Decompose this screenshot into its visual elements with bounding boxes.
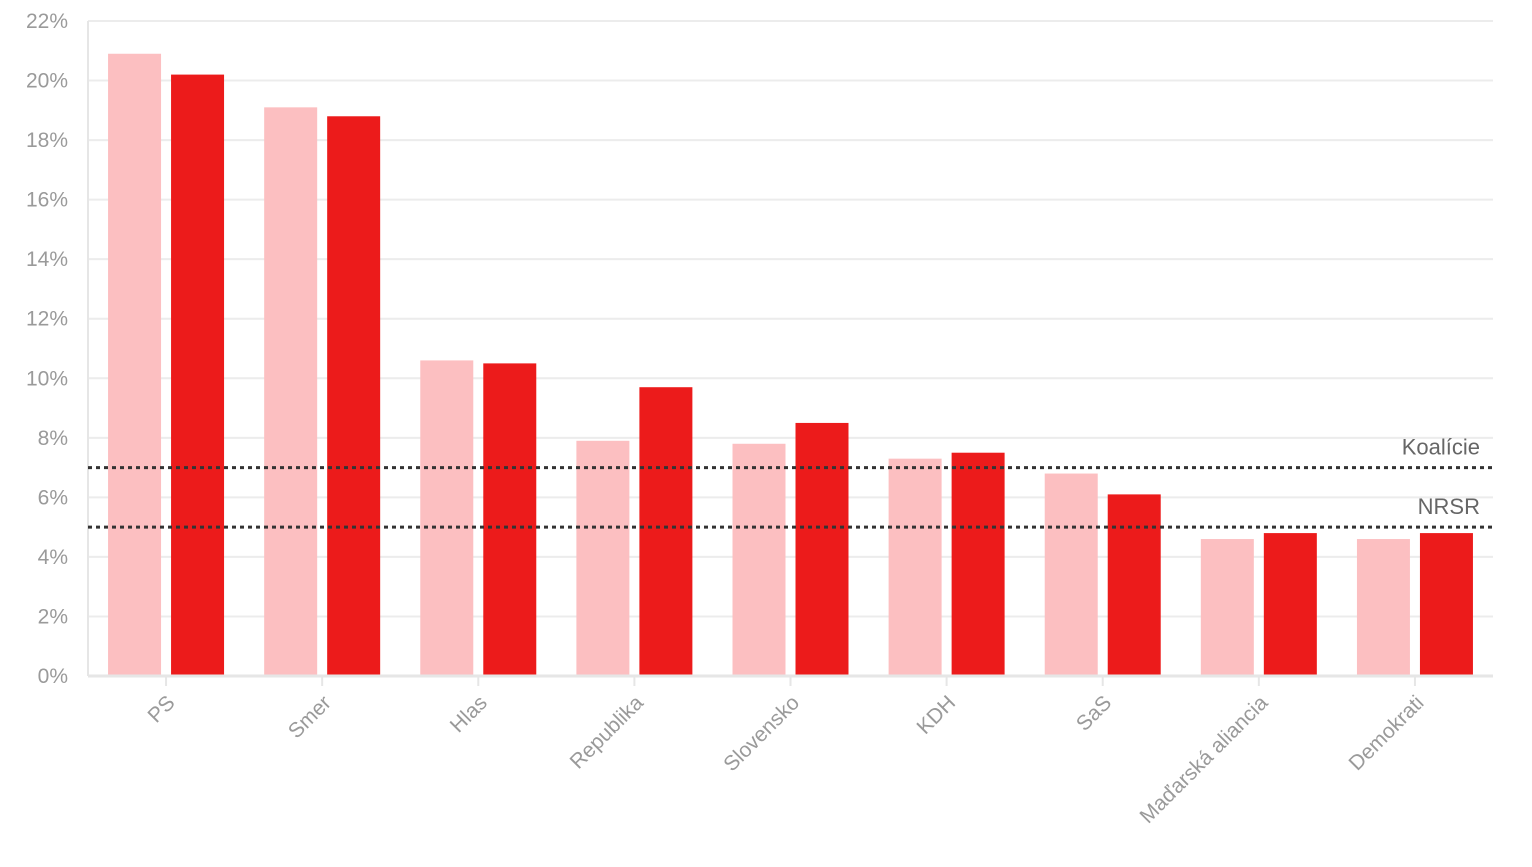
y-tick-label: 6% bbox=[38, 486, 68, 509]
bar-ps-series-2 bbox=[171, 74, 225, 676]
y-tick-label: 14% bbox=[26, 248, 68, 271]
x-tick-label: KDH bbox=[913, 691, 961, 739]
bar-demokrati-series-2 bbox=[1419, 533, 1473, 676]
bar-maďarská-aliancia-series-2 bbox=[1263, 533, 1317, 676]
bar-sas-series-1 bbox=[1044, 473, 1098, 676]
x-tick-label: Smer bbox=[284, 691, 336, 743]
bar-demokrati-series-1 bbox=[1356, 539, 1410, 676]
reference-line-label: NRSR bbox=[1418, 494, 1480, 519]
bar-kdh-series-2 bbox=[951, 452, 1005, 676]
bar-republika-series-2 bbox=[639, 387, 693, 676]
bar-maďarská-aliancia-series-1 bbox=[1200, 539, 1254, 676]
y-tick-label: 0% bbox=[38, 665, 68, 688]
y-tick-label: 18% bbox=[26, 129, 68, 152]
labels: 0% 2% 4% 6% 8% 10% 12% 14% 16% 18% 20% 22% PS Smer Hla… bbox=[26, 10, 1480, 828]
x-tick-label: Hlas bbox=[446, 691, 492, 737]
bar-ps-series-1 bbox=[108, 53, 162, 676]
bar-hlas-series-1 bbox=[420, 360, 474, 676]
bar-smer-series-1 bbox=[264, 107, 318, 676]
reference-lines bbox=[88, 466, 1493, 529]
bar-republika-series-1 bbox=[576, 440, 630, 676]
y-tick-label: 16% bbox=[26, 189, 68, 212]
bar-slovensko-series-2 bbox=[795, 422, 849, 676]
y-tick-label: 4% bbox=[38, 546, 68, 569]
bars bbox=[108, 53, 1473, 677]
reference-line-label: Koalície bbox=[1402, 435, 1480, 460]
x-tick-label: Republika bbox=[566, 691, 649, 774]
x-tick-label: Maďarská aliancia bbox=[1136, 691, 1273, 828]
x-tick-label: SaS bbox=[1072, 691, 1116, 735]
x-tick-label: Slovensko bbox=[719, 691, 804, 776]
bar-hlas-series-2 bbox=[483, 363, 537, 676]
axes bbox=[87, 21, 1493, 686]
y-tick-label: 2% bbox=[38, 605, 68, 628]
gridlines bbox=[88, 20, 1493, 618]
y-tick-label: 12% bbox=[26, 308, 68, 331]
bar-kdh-series-1 bbox=[888, 458, 942, 676]
x-tick-label: PS bbox=[144, 691, 180, 727]
bar-smer-series-2 bbox=[327, 116, 381, 677]
y-tick-label: 8% bbox=[38, 427, 68, 450]
y-tick-label: 10% bbox=[26, 367, 68, 390]
bar-slovensko-series-1 bbox=[732, 443, 786, 676]
y-tick-label: 20% bbox=[26, 70, 68, 93]
bar-sas-series-2 bbox=[1107, 494, 1161, 676]
x-tick-label: Demokrati bbox=[1345, 691, 1429, 775]
y-tick-label: 22% bbox=[26, 10, 68, 33]
